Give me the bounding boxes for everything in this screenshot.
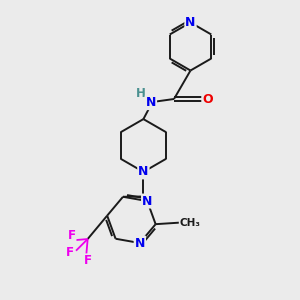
Text: H: H — [136, 87, 146, 100]
Text: N: N — [185, 16, 196, 29]
Text: F: F — [68, 230, 76, 242]
Text: N: N — [146, 96, 156, 109]
Text: N: N — [138, 165, 148, 178]
Text: N: N — [135, 236, 145, 250]
Text: N: N — [142, 195, 152, 208]
Text: F: F — [66, 246, 74, 259]
Text: CH₃: CH₃ — [179, 218, 200, 228]
Text: O: O — [202, 92, 213, 106]
Text: F: F — [84, 254, 92, 267]
